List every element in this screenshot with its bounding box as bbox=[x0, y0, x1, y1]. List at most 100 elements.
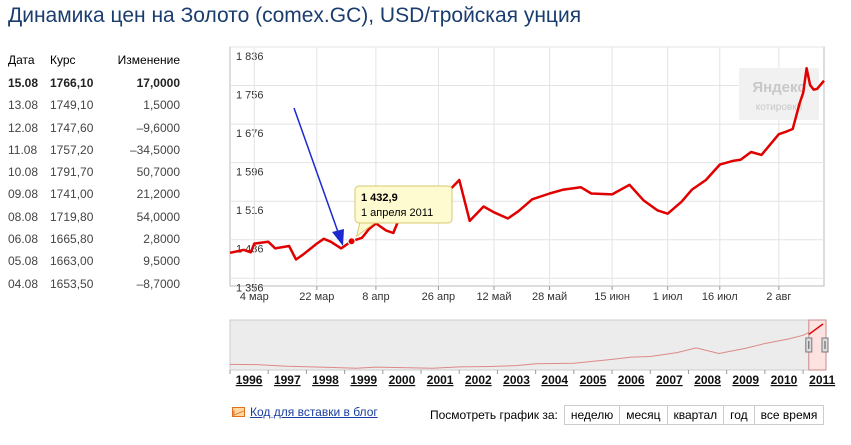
row-rate: 1766,10 bbox=[50, 76, 94, 90]
row-change: 21,2000 bbox=[136, 187, 180, 202]
navigator-history-line bbox=[229, 323, 827, 369]
annotation-arrow bbox=[293, 107, 339, 233]
table-row: 13.08 1749,10 1,5000 bbox=[8, 94, 180, 116]
year-link[interactable]: 2009 bbox=[732, 373, 759, 387]
table-row: 10.08 1791,70 50,7000 bbox=[8, 161, 180, 183]
x-tick-label: 16 июл bbox=[702, 291, 738, 303]
period-year-button[interactable]: год bbox=[723, 406, 754, 424]
row-date: 13.08 bbox=[8, 98, 39, 113]
row-date: 09.08 bbox=[8, 187, 39, 202]
row-date: 12.08 bbox=[8, 120, 39, 135]
x-tick-label: 28 май bbox=[532, 291, 567, 303]
page-title: Динамика цен на Золото (comex.GC), USD/т… bbox=[8, 4, 582, 27]
year-link[interactable]: 2010 bbox=[771, 373, 798, 387]
row-rate: 1747,60 bbox=[50, 120, 94, 135]
row-change: 9,5000 bbox=[143, 254, 180, 269]
table-header: Дата Курс Изменение bbox=[8, 52, 180, 72]
row-change: –34,5000 bbox=[129, 142, 180, 157]
period-quarter-button[interactable]: квартал bbox=[666, 406, 724, 424]
row-rate: 1663,00 bbox=[50, 254, 94, 269]
row-change: 17,0000 bbox=[136, 76, 180, 90]
table-row: 11.08 1757,20 –34,5000 bbox=[8, 139, 180, 161]
row-rate: 1653,50 bbox=[50, 276, 94, 291]
row-date: 10.08 bbox=[8, 165, 39, 180]
x-tick-label: 15 июн bbox=[594, 291, 630, 303]
row-rate: 1749,10 bbox=[50, 98, 94, 113]
tooltip-value: 1 432,9 bbox=[361, 192, 398, 204]
period-week-button[interactable]: неделю bbox=[564, 406, 620, 424]
tooltip-date: 1 апреля 2011 bbox=[361, 207, 433, 219]
row-change: 54,0000 bbox=[136, 209, 180, 224]
table-row: 09.08 1741,00 21,2000 bbox=[8, 183, 180, 205]
row-date: 06.08 bbox=[8, 232, 39, 247]
y-tick-label: 1 516 bbox=[236, 205, 264, 217]
y-tick-label: 1 676 bbox=[236, 128, 264, 140]
row-change: 50,7000 bbox=[136, 165, 180, 180]
annotation-arrowhead bbox=[332, 229, 344, 246]
year-link[interactable]: 2000 bbox=[389, 373, 416, 387]
year-link[interactable]: 2004 bbox=[541, 373, 568, 387]
y-tick-label: 1 436 bbox=[236, 244, 264, 256]
y-tick-label: 1 756 bbox=[236, 90, 264, 102]
x-tick-label: 4 мар bbox=[240, 291, 269, 303]
watermark-brand: Яндекс bbox=[752, 79, 805, 96]
row-rate: 1719,80 bbox=[50, 209, 94, 224]
period-month-button[interactable]: месяц bbox=[619, 406, 667, 424]
navigator-area[interactable] bbox=[229, 319, 827, 371]
x-tick-label: 12 май bbox=[476, 291, 511, 303]
year-link[interactable]: 1997 bbox=[274, 373, 301, 387]
x-tick-label: 22 мар bbox=[299, 291, 334, 303]
x-tick-label: 2 авг bbox=[766, 291, 791, 303]
year-link[interactable]: 2011 bbox=[809, 373, 835, 387]
table-row: 15.08 1766,10 17,0000 bbox=[8, 72, 180, 94]
year-link[interactable]: 1998 bbox=[312, 373, 339, 387]
y-tick-label: 1 836 bbox=[236, 51, 264, 63]
year-link[interactable]: 1999 bbox=[350, 373, 377, 387]
table-row: 05.08 1663,00 9,5000 bbox=[8, 250, 180, 272]
row-date: 15.08 bbox=[8, 76, 39, 90]
year-link[interactable]: 2002 bbox=[465, 373, 492, 387]
year-link[interactable]: 2005 bbox=[580, 373, 607, 387]
year-link[interactable]: 2003 bbox=[503, 373, 530, 387]
row-change: 2,8000 bbox=[143, 232, 180, 247]
row-rate: 1741,00 bbox=[50, 187, 94, 202]
table-row: 06.08 1665,80 2,8000 bbox=[8, 228, 180, 250]
year-link[interactable]: 2007 bbox=[656, 373, 683, 387]
y-tick-label: 1 356 bbox=[236, 282, 264, 294]
row-rate: 1791,70 bbox=[50, 165, 94, 180]
price-series-line bbox=[229, 67, 825, 261]
price-table: Дата Курс Изменение 15.08 1766,10 17,0000 1… bbox=[8, 52, 180, 295]
year-link[interactable]: 2008 bbox=[694, 373, 721, 387]
row-rate: 1757,20 bbox=[50, 142, 94, 157]
year-link[interactable]: 1996 bbox=[236, 373, 263, 387]
hover-point[interactable] bbox=[347, 237, 356, 246]
blog-embed-link[interactable]: Код для вставки в блог bbox=[250, 405, 378, 419]
period-buttons: неделю месяц квартал год все время bbox=[563, 405, 825, 425]
header-date: Дата bbox=[8, 53, 35, 67]
header-rate: Курс bbox=[50, 53, 76, 67]
embed-icon bbox=[232, 407, 245, 417]
x-tick-label: 1 июл bbox=[653, 291, 683, 303]
year-link[interactable]: 2001 bbox=[427, 373, 454, 387]
x-tick-label: 8 апр bbox=[362, 291, 389, 303]
period-all-button[interactable]: все время bbox=[753, 406, 824, 424]
row-date: 08.08 bbox=[8, 209, 39, 224]
period-label: Посмотреть график за: bbox=[430, 408, 558, 422]
y-tick-label: 1 596 bbox=[236, 167, 264, 179]
navigator-selected-line bbox=[808, 323, 824, 336]
row-date: 11.08 bbox=[8, 142, 38, 157]
table-row: 12.08 1747,60 –9,6000 bbox=[8, 117, 180, 139]
row-change: –9,6000 bbox=[136, 120, 180, 135]
table-row: 08.08 1719,80 54,0000 bbox=[8, 206, 180, 228]
period-selector: Посмотреть график за: неделю месяц кварт… bbox=[430, 405, 825, 425]
blog-embed[interactable]: Код для вставки в блог bbox=[232, 405, 378, 419]
watermark-sub: котировки bbox=[756, 102, 802, 113]
tooltip-box bbox=[354, 185, 453, 224]
header-change: Изменение bbox=[117, 53, 180, 67]
row-change: 1,5000 bbox=[143, 98, 180, 113]
row-date: 04.08 bbox=[8, 276, 39, 291]
year-link[interactable]: 2006 bbox=[618, 373, 645, 387]
table-row: 04.08 1653,50 –8,7000 bbox=[8, 273, 180, 295]
row-change: –8,7000 bbox=[136, 276, 180, 291]
